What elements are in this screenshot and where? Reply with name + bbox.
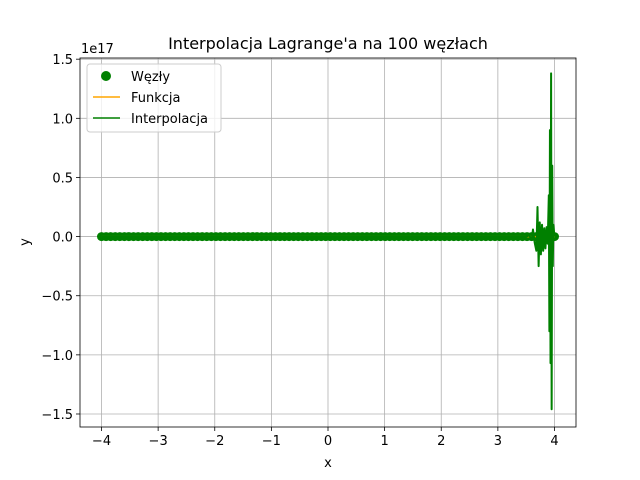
y-axis-label: y [18, 238, 33, 246]
legend: Węzły Funkcja Interpolacja [86, 63, 222, 133]
x-tick-label: 3 [494, 434, 502, 449]
x-tick-label: 0 [324, 434, 332, 449]
y-tick-label: −1.5 [41, 408, 73, 423]
x-tick-label: −1 [262, 434, 281, 449]
interpolation-line [101, 72, 556, 411]
ticks: −4 −3 −2 −1 0 1 2 3 4 −1.5 −1.0 −0.5 0.0 0.5 1.0 1.5 [41, 53, 558, 449]
y-tick-label: 0.0 [52, 231, 73, 246]
y-tick-label: −0.5 [41, 290, 73, 305]
x-tick-label: 2 [437, 434, 445, 449]
x-tick-label: −4 [92, 434, 111, 449]
legend-label-nodes: Węzły [131, 70, 170, 85]
x-tick-label: −2 [205, 434, 224, 449]
legend-nodes-marker [101, 71, 111, 81]
legend-box [86, 63, 222, 133]
series-group [97, 72, 559, 411]
legend-label-function: Funkcja [131, 91, 181, 106]
y-offset-text: 1e17 [81, 42, 114, 57]
y-tick-label: 1.0 [52, 112, 73, 127]
y-tick-label: 1.5 [52, 53, 73, 68]
x-tick-label: 1 [380, 434, 388, 449]
legend-label-interpolation: Interpolacja [131, 112, 208, 127]
y-tick-label: −1.0 [41, 349, 73, 364]
chart-title: Interpolacja Lagrange'a na 100 węzłach [168, 34, 488, 53]
y-tick-label: 0.5 [52, 171, 73, 186]
x-tick-label: 4 [550, 434, 558, 449]
x-tick-label: −3 [149, 434, 168, 449]
plot-area [97, 72, 559, 411]
x-axis-label: x [324, 456, 332, 471]
